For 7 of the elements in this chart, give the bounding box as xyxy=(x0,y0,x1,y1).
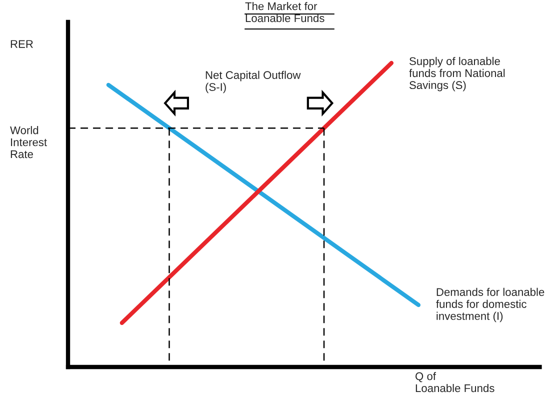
y-axis-title: RER xyxy=(10,40,33,48)
annotation: Net Capital Outflow (S-I) xyxy=(206,70,301,94)
x-axis-title: Q of Loanable Funds xyxy=(416,372,494,392)
chart-title: The Market for Loanable Funds xyxy=(245,2,324,22)
series-label: Supply of loanable funds from National Savings (S) xyxy=(409,56,505,92)
series-label: Demands for loanable funds for domestic investment (I) xyxy=(436,288,544,322)
ref-line-label: World Interest Rate xyxy=(10,126,47,158)
